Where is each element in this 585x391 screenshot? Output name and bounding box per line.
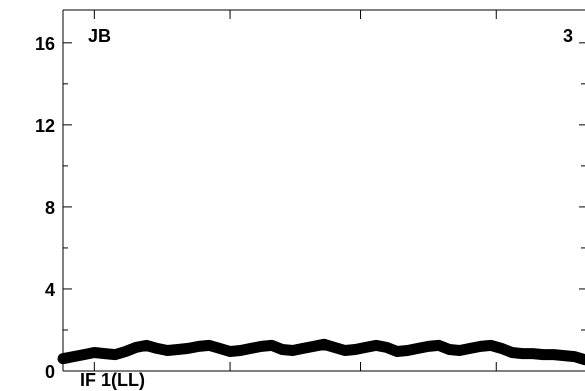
data-point: [455, 346, 464, 355]
annotation-top-left: JB: [88, 26, 111, 46]
y-tick-label: 4: [45, 280, 55, 300]
data-point: [549, 350, 558, 359]
data-point: [581, 355, 585, 364]
data-point: [434, 341, 443, 350]
data-point: [90, 348, 99, 357]
data-point: [560, 351, 569, 360]
y-tick-label: 12: [35, 116, 55, 136]
data-point: [215, 344, 224, 353]
data-point: [393, 347, 402, 356]
data-point: [288, 346, 297, 355]
data-point: [570, 352, 579, 361]
data-point: [246, 344, 255, 353]
data-point: [236, 346, 245, 355]
data-point: [487, 341, 495, 350]
data-point: [111, 350, 120, 359]
data-point: [330, 343, 339, 352]
data-point: [518, 349, 527, 358]
data-point: [372, 341, 381, 350]
data-point: [132, 343, 141, 352]
data-point: [445, 345, 454, 354]
data-point: [476, 342, 485, 351]
data-point: [163, 346, 172, 355]
data-point: [414, 344, 422, 353]
data-point: [340, 346, 349, 355]
data-point: [361, 343, 370, 352]
data-point: [539, 350, 548, 359]
annotation-bottom-left: IF 1(LL): [80, 370, 145, 390]
data-point: [79, 350, 88, 359]
y-tick-label: 0: [45, 362, 55, 382]
data-point: [173, 345, 182, 354]
data-point: [497, 344, 506, 353]
data-point: [351, 345, 360, 354]
data-point: [320, 340, 328, 349]
series-group: [57, 338, 585, 366]
data-point: [507, 348, 516, 357]
data-point: [257, 342, 266, 351]
data-point: [403, 346, 412, 355]
annotation-top-right: 3: [563, 26, 573, 46]
data-point: [309, 342, 318, 351]
data-point: [59, 354, 67, 363]
data-point: [466, 344, 475, 353]
data-point: [226, 347, 234, 356]
data-point: [194, 342, 203, 351]
data-point: [69, 352, 78, 361]
data-point: [142, 341, 151, 350]
y-tick-label: 16: [35, 34, 55, 54]
data-point: [382, 343, 391, 352]
y-tick-label: 8: [45, 198, 55, 218]
data-point: [153, 344, 161, 353]
axes-group: 0 4 8 12 16: [35, 9, 585, 382]
data-point: [267, 341, 276, 350]
data-point: [100, 349, 109, 358]
data-point: [121, 347, 130, 356]
data-point: [424, 342, 433, 351]
data-point: [184, 344, 193, 353]
data-point: [528, 349, 537, 358]
data-point: [278, 345, 287, 354]
data-point: [205, 341, 214, 350]
data-point: [299, 344, 308, 353]
